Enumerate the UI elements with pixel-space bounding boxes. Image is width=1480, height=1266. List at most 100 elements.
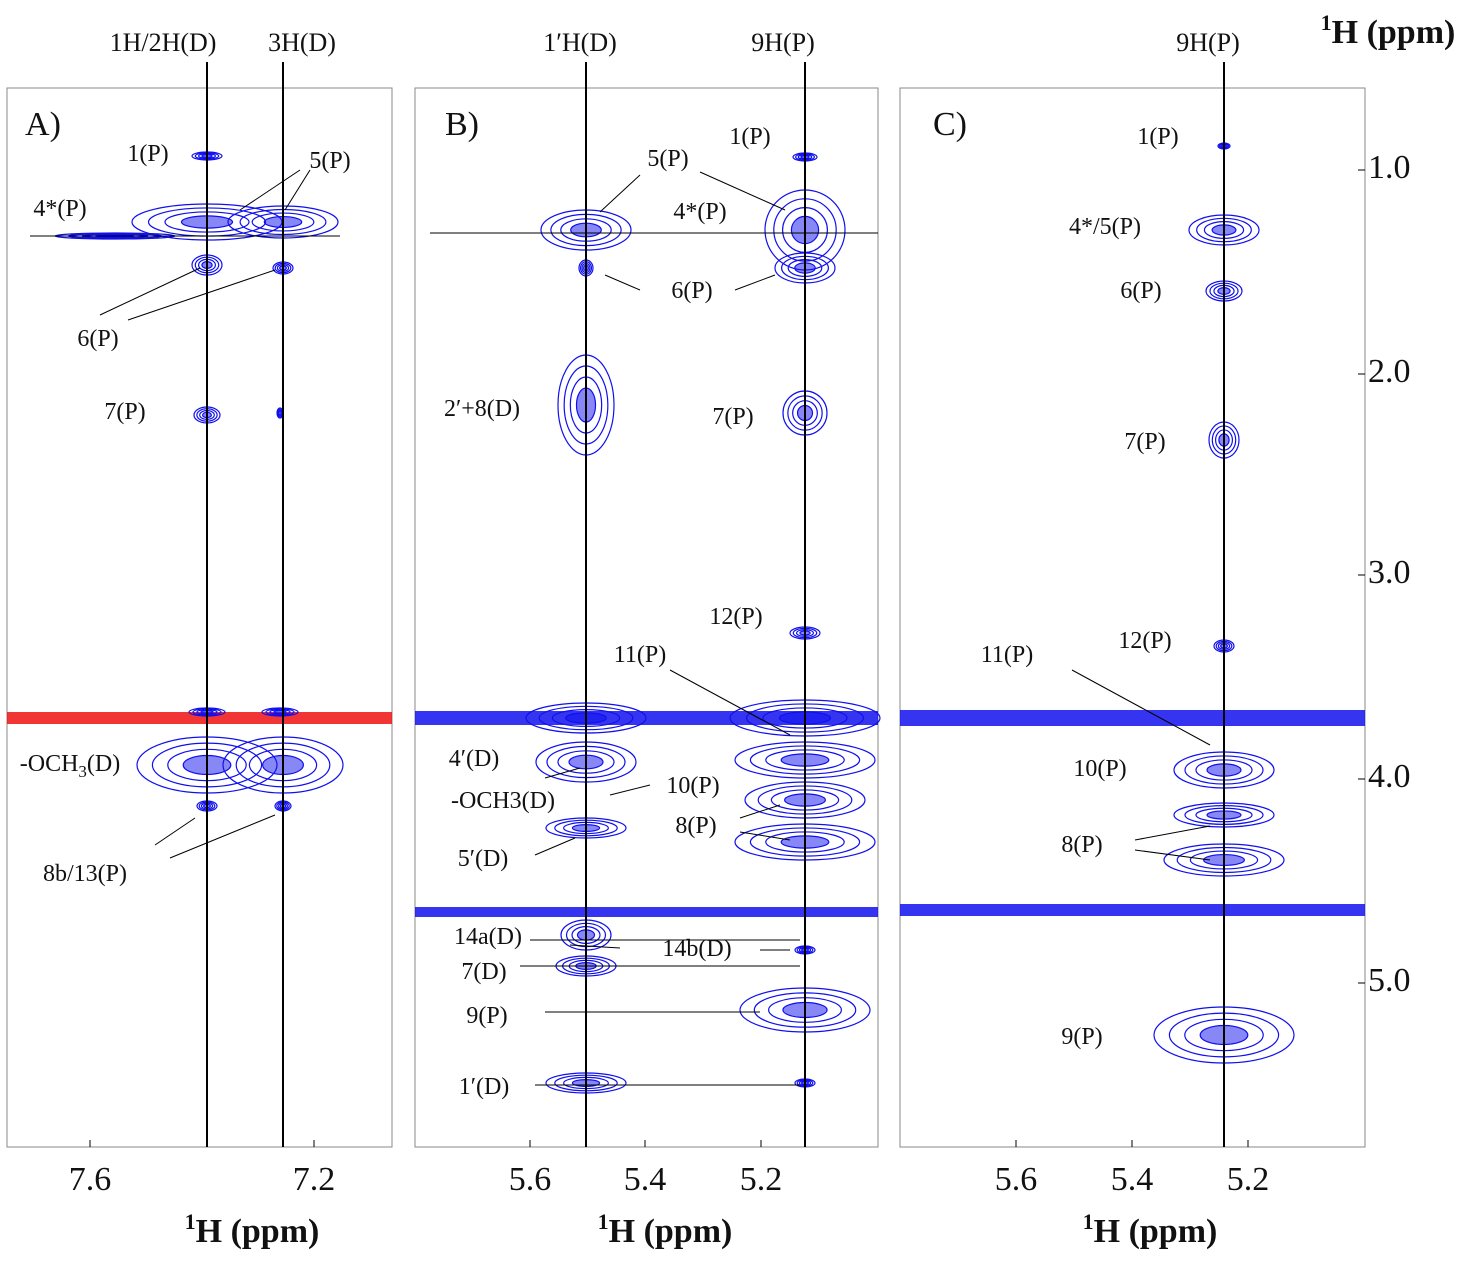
x-tick-label: 5.2 xyxy=(740,1161,783,1198)
peak-text: 4*/5(P) xyxy=(1069,214,1141,240)
panel-frame xyxy=(6,87,393,1148)
x-tick-label: 7.6 xyxy=(69,1161,112,1198)
peak-label: 5(P) xyxy=(309,148,350,174)
peak-text: 1′(D) xyxy=(459,1074,510,1100)
peak-text: 2′+8(D) xyxy=(444,396,520,422)
peak-label: 1(P) xyxy=(1137,124,1178,150)
peak-label: 10(P) xyxy=(1073,756,1126,782)
peak-label: 5′(D) xyxy=(458,846,509,872)
peak-text: 4′(D) xyxy=(449,746,500,772)
subscript: 3 xyxy=(78,762,87,781)
axis-title-text: H (ppm) xyxy=(196,1213,320,1250)
x-tick-label: 5.2 xyxy=(1227,1161,1270,1198)
contour xyxy=(278,410,282,416)
leader-line xyxy=(599,174,641,213)
peak-label: 4*(P) xyxy=(673,199,726,225)
solvent-band xyxy=(900,904,1365,916)
leader-line xyxy=(534,837,576,856)
peak-text: 6(P) xyxy=(671,278,712,304)
peak-text: 14b(D) xyxy=(662,936,731,962)
solvent-band xyxy=(415,711,878,725)
axis-title-text: H (ppm) xyxy=(1094,1213,1218,1250)
peak-label: 1′(D) xyxy=(459,1074,510,1100)
x-tick-label: 5.6 xyxy=(995,1161,1038,1198)
peak-text: -OCH xyxy=(20,751,79,777)
peak-label: 14a(D) xyxy=(454,924,522,950)
y-tick-label: 5.0 xyxy=(1368,962,1411,999)
solvent-band xyxy=(7,712,392,724)
peak-text: 11(P) xyxy=(614,642,666,668)
peak-label: 5(P) xyxy=(647,146,688,172)
peak-text: (D) xyxy=(87,751,120,777)
peak-label: 8b/13(P) xyxy=(43,861,127,887)
panel-label: C) xyxy=(933,106,967,143)
leader-line xyxy=(604,274,641,291)
peak-label: 12(P) xyxy=(709,604,762,630)
panel-label: A) xyxy=(25,106,61,143)
column-label: 9H(P) xyxy=(751,28,815,57)
peak-label: 11(P) xyxy=(614,642,666,668)
peak-text: 1(P) xyxy=(127,141,168,167)
leader-line xyxy=(1071,669,1211,746)
peak-text: 8b/13(P) xyxy=(43,861,127,887)
peak-text: 5′(D) xyxy=(458,846,509,872)
peak-label: -OCH3(D) xyxy=(451,788,555,814)
peak-label: 1(P) xyxy=(729,124,770,150)
solvent-band xyxy=(415,907,878,917)
leader-line xyxy=(127,269,276,321)
superscript: 1 xyxy=(598,1209,609,1234)
peak-label: 9(P) xyxy=(466,1003,507,1029)
leader-line xyxy=(609,784,651,796)
leader-line xyxy=(239,169,301,211)
peak-text: 12(P) xyxy=(709,604,762,630)
peak-label: 7(P) xyxy=(712,404,753,430)
column-label: 9H(P) xyxy=(1176,28,1240,57)
x-tick-label: 5.4 xyxy=(624,1161,667,1198)
solvent-band xyxy=(900,710,1365,726)
peak-text: 9(P) xyxy=(466,1003,507,1029)
axis-title-text: H (ppm) xyxy=(609,1213,733,1250)
y-tick-label: 1.0 xyxy=(1368,149,1411,186)
peak-label: 6(P) xyxy=(77,326,118,352)
peak-text: 7(P) xyxy=(712,404,753,430)
peak-label: 12(P) xyxy=(1118,628,1171,654)
y-tick-label: 2.0 xyxy=(1368,353,1411,390)
contour xyxy=(277,409,283,417)
leader-line xyxy=(739,831,791,841)
column-label: 1′H(D) xyxy=(543,28,617,57)
peak-label: 1(P) xyxy=(127,141,168,167)
contour xyxy=(273,710,287,714)
x-tick-label: 7.2 xyxy=(293,1161,336,1198)
peak-text: 6(P) xyxy=(77,326,118,352)
leader-line xyxy=(699,171,786,211)
panel-frame xyxy=(899,87,1366,1148)
peak-text: -OCH3(D) xyxy=(451,788,555,814)
peak-label: 8(P) xyxy=(1061,832,1102,858)
peak-label: 6(P) xyxy=(1120,278,1161,304)
peak-text: 1(P) xyxy=(729,124,770,150)
peak-text: 5(P) xyxy=(647,146,688,172)
peak-text: 7(P) xyxy=(104,399,145,425)
peak-label: 9(P) xyxy=(1061,1024,1102,1050)
peak-label: 4*(P) xyxy=(33,196,86,222)
peak-label: 7(D) xyxy=(461,959,506,985)
y-tick-label: 4.0 xyxy=(1368,758,1411,795)
y-tick-label: 3.0 xyxy=(1368,554,1411,591)
leader-line xyxy=(734,274,776,291)
peak-label: 4′(D) xyxy=(449,746,500,772)
peak-text: 11(P) xyxy=(981,642,1033,668)
peak-text: 10(P) xyxy=(1073,756,1126,782)
axis-title-text: H (ppm) xyxy=(1332,14,1456,51)
peak-text: 14a(D) xyxy=(454,924,522,950)
leader-line xyxy=(544,767,581,779)
peak-label: -OCH3(D) xyxy=(20,751,121,781)
peak-text: 5(P) xyxy=(309,148,350,174)
leader-line xyxy=(99,267,201,316)
axis-title: 1H (ppm) xyxy=(185,1209,320,1250)
superscript: 1 xyxy=(185,1209,196,1234)
peak-label: 14b(D) xyxy=(662,936,731,962)
peak-label: 6(P) xyxy=(671,278,712,304)
peak-label: 2′+8(D) xyxy=(444,396,520,422)
peak-text: 9(P) xyxy=(1061,1024,1102,1050)
peak-text: 7(P) xyxy=(1124,429,1165,455)
